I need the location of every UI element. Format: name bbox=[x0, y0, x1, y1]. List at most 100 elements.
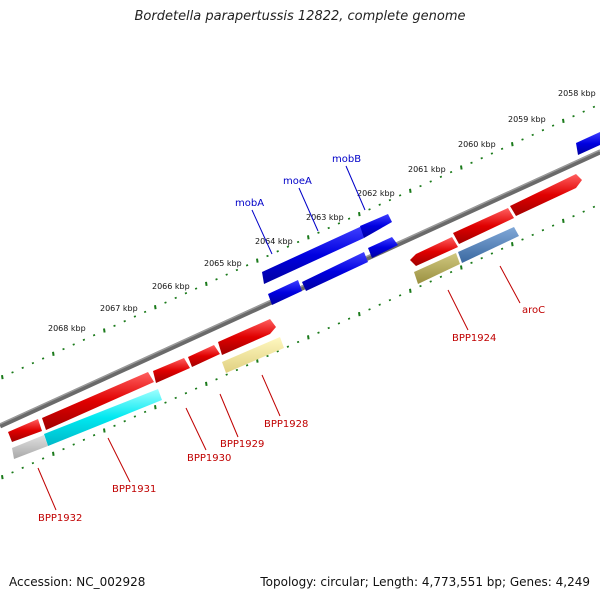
scale-tick bbox=[123, 420, 126, 423]
scale-tick bbox=[143, 310, 147, 314]
gene-label-BPP1931: BPP1931 bbox=[112, 484, 156, 495]
gene-bar[interactable] bbox=[44, 389, 162, 446]
scale-tick bbox=[419, 184, 422, 188]
scale-tick bbox=[358, 311, 361, 317]
scale-tick bbox=[439, 175, 443, 178]
scale-tick bbox=[164, 401, 167, 404]
scale-tick bbox=[154, 405, 157, 410]
gene-bar[interactable] bbox=[458, 227, 519, 263]
gene-bar[interactable] bbox=[12, 435, 48, 459]
scale-tick bbox=[41, 457, 45, 460]
scale-tick bbox=[531, 233, 534, 237]
scale-tick bbox=[52, 351, 55, 356]
forward-strand-features bbox=[8, 132, 600, 442]
scale-tick bbox=[582, 110, 585, 113]
scale-tick bbox=[123, 320, 126, 323]
scale-tick bbox=[307, 235, 310, 240]
scale-tick bbox=[21, 466, 24, 469]
cds-arrow[interactable] bbox=[453, 208, 514, 244]
scale-tick bbox=[460, 165, 463, 170]
scale-tick bbox=[562, 218, 565, 224]
scale-tick bbox=[174, 396, 177, 400]
scale-tick bbox=[551, 224, 555, 227]
gene-arrow[interactable] bbox=[302, 252, 368, 291]
scale-tick bbox=[286, 245, 290, 248]
scale-tick bbox=[480, 257, 483, 260]
scale-tick bbox=[368, 208, 371, 211]
cds-arrow[interactable] bbox=[410, 237, 458, 266]
scale-tick bbox=[133, 415, 137, 418]
gene-label-mobB: mobB bbox=[332, 154, 361, 165]
scale-tick bbox=[449, 170, 453, 174]
scale-tick bbox=[143, 410, 147, 414]
scale-tick bbox=[266, 354, 269, 358]
cds-arrow[interactable] bbox=[153, 358, 190, 383]
scale-tick bbox=[490, 252, 494, 255]
scale-tick bbox=[103, 328, 106, 333]
scale-tick bbox=[307, 335, 310, 340]
scale-tick bbox=[480, 157, 483, 160]
scale-tick bbox=[419, 284, 422, 288]
gene-arrow[interactable] bbox=[360, 214, 392, 238]
scale-tick bbox=[205, 381, 208, 387]
scale-tick bbox=[62, 447, 65, 451]
scale-tick bbox=[266, 254, 269, 258]
scale-tick bbox=[113, 424, 116, 427]
scale-tick bbox=[500, 147, 504, 150]
gene-arrow[interactable] bbox=[262, 226, 364, 284]
scale-tick bbox=[572, 215, 575, 218]
gene-labels: mobB moeA mobA aroC BPP1924 BPP1928 BPP1… bbox=[38, 154, 545, 524]
gene-label-BPP1928: BPP1928 bbox=[264, 419, 308, 430]
scale-tick bbox=[409, 188, 412, 193]
gene-arrow[interactable] bbox=[576, 132, 600, 155]
scale-tick bbox=[449, 270, 453, 274]
scale-tick bbox=[256, 258, 259, 263]
gene-label-BPP1932: BPP1932 bbox=[38, 513, 82, 524]
scale-tick bbox=[388, 198, 392, 202]
cds-arrow[interactable] bbox=[188, 345, 220, 367]
gene-bar[interactable] bbox=[414, 253, 460, 284]
gene-label-aroC: aroC bbox=[522, 305, 545, 316]
scale-tick bbox=[52, 451, 55, 456]
gene-arrow[interactable] bbox=[268, 280, 302, 305]
scale-tick bbox=[572, 115, 575, 118]
scale-tick bbox=[154, 305, 157, 310]
scale-tick bbox=[378, 303, 381, 306]
scale-tick bbox=[541, 129, 545, 132]
scale-tick bbox=[215, 378, 218, 381]
gene-bar[interactable] bbox=[222, 337, 284, 373]
scale-tick bbox=[296, 340, 300, 344]
scale-tick bbox=[235, 268, 239, 272]
scale-tick bbox=[133, 315, 137, 318]
tick-label: 2067 kbp bbox=[100, 304, 138, 313]
cds-arrow[interactable] bbox=[218, 319, 276, 355]
scale-tick bbox=[562, 118, 565, 124]
scale-tick bbox=[1, 374, 4, 380]
gene-arrow[interactable] bbox=[368, 237, 398, 258]
scale-tick bbox=[337, 222, 341, 225]
scale-tick bbox=[235, 368, 239, 372]
scale-tick bbox=[511, 242, 514, 247]
scale-tick bbox=[194, 387, 198, 390]
cds-arrow[interactable] bbox=[510, 174, 582, 216]
scale-tick bbox=[551, 124, 555, 127]
scale-tick bbox=[245, 364, 249, 367]
scale-tick bbox=[358, 211, 361, 217]
scale-tick bbox=[511, 142, 514, 147]
scale-tick bbox=[286, 345, 290, 348]
map-title: Bordetella parapertussis 12822, complete… bbox=[134, 9, 466, 24]
scale-tick bbox=[245, 264, 249, 267]
scale-tick bbox=[317, 231, 320, 234]
tick-label: 2068 kbp bbox=[48, 324, 86, 333]
scale-tick bbox=[103, 428, 106, 433]
cds-arrow[interactable] bbox=[42, 372, 154, 430]
scale-tick bbox=[398, 194, 402, 197]
scale-tick bbox=[82, 338, 86, 341]
cds-arrow[interactable] bbox=[8, 419, 42, 442]
tick-label: 2059 kbp bbox=[508, 115, 546, 124]
scale-tick bbox=[174, 296, 177, 300]
scale-tick bbox=[164, 301, 167, 304]
tick-label: 2064 kbp bbox=[255, 237, 293, 246]
scale-tick bbox=[327, 326, 330, 330]
